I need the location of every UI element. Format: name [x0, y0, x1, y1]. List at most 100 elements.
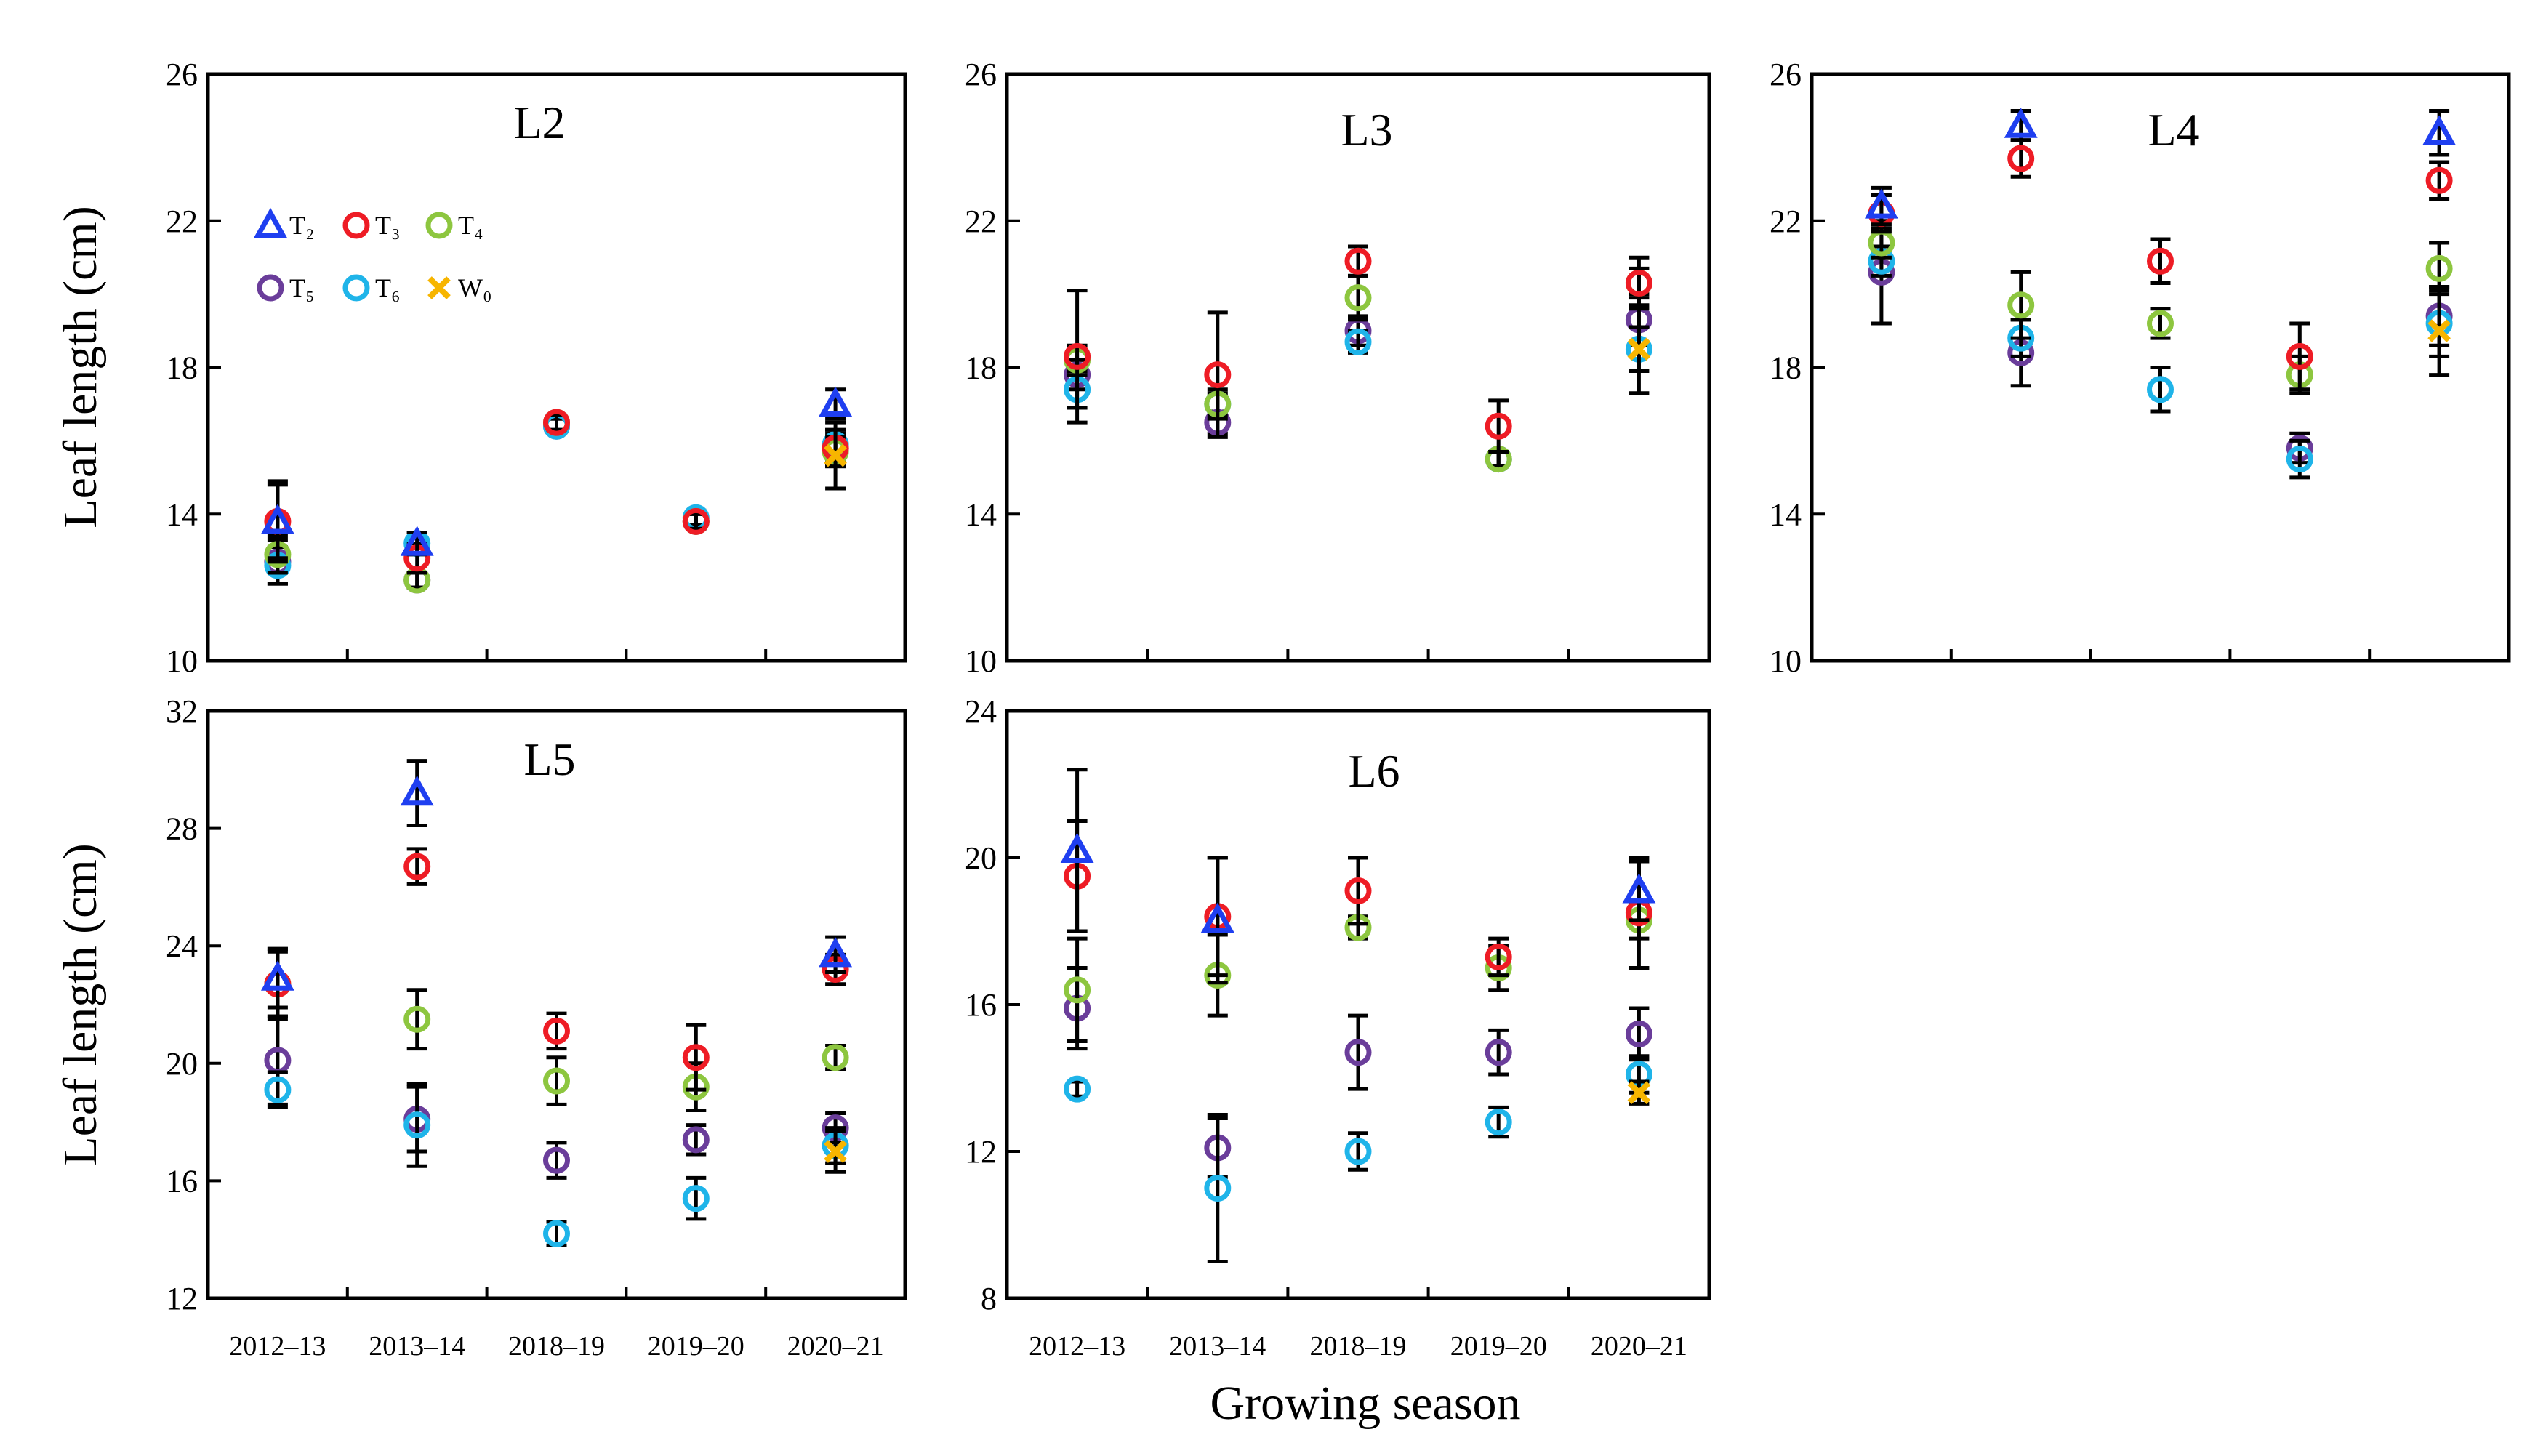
- panel-l3-title: L3: [1341, 104, 1392, 156]
- l6-xtick-label-3: 2019–20: [1450, 1331, 1547, 1362]
- l6-xtick-label-4: 2020–21: [1591, 1331, 1687, 1362]
- l3-point-t3-1: [1204, 361, 1232, 389]
- l4-ytick-label-1: 14: [1770, 496, 1802, 532]
- l3-errorbar-t3-4: [1629, 255, 1650, 311]
- panel-l6-title: L6: [1348, 745, 1399, 797]
- panel-l2: L2 10 14 18 22 26: [166, 57, 907, 679]
- l6-errorbar-t4-0: [1067, 936, 1088, 1043]
- l5-xtick-label-2: 2018–19: [508, 1331, 605, 1362]
- l4-errorbar-t3-3: [2289, 321, 2310, 392]
- legend: T₂ T₃ T₄ T₅ T₆ W₀: [254, 207, 492, 302]
- y-axis-label-bottom: Leaf length (cm): [54, 843, 107, 1165]
- l6-point-t3-2: [1344, 877, 1372, 904]
- l5-point-t5-2: [543, 1146, 570, 1174]
- l6-errorbar-t5-2: [1348, 1013, 1368, 1091]
- panel-l5-marks: [260, 759, 853, 1247]
- legend-item-t2: T₂: [254, 207, 315, 240]
- l6-point-t5-4: [1625, 1020, 1652, 1047]
- l3-point-t3-4: [1625, 269, 1652, 297]
- legend-label-t6: T₆: [375, 273, 401, 302]
- panel-l6: L6 8 12 16 20 24 2012–13 2013–14 2018–19 2019–20…: [965, 693, 1711, 1362]
- l5-errorbar-t2-0: [267, 946, 288, 1010]
- l5-ytick-label-2: 20: [166, 1046, 198, 1082]
- l5-point-t6-3: [682, 1185, 710, 1212]
- l5-point-t6-2: [543, 1220, 570, 1247]
- l6-xtick-label-0: 2012–13: [1029, 1331, 1125, 1362]
- l3-errorbar-t3-0: [1067, 289, 1088, 425]
- l6-errorbar-t2-1: [1207, 856, 1228, 985]
- l5-point-t2-4: [819, 937, 853, 968]
- l6-point-t6-0: [1064, 1075, 1091, 1103]
- l5-point-t2-1: [400, 775, 434, 806]
- panel-l3: L3 10 14 18 22 26: [965, 57, 1711, 679]
- l4-errorbar-t3-2: [2150, 237, 2171, 285]
- l4-point-w0-4: [2427, 319, 2451, 342]
- l6-point-t6-2: [1344, 1138, 1372, 1165]
- panel-l5-frame: [206, 709, 907, 1300]
- l4-point-t3-2: [2147, 247, 2174, 275]
- l6-point-t6-3: [1485, 1109, 1512, 1136]
- l2-ytick-label-3: 22: [166, 204, 198, 239]
- l6-errorbar-t2-0: [1067, 768, 1088, 933]
- l5-errorbar-t3-3: [686, 1023, 707, 1092]
- l5-errorbar-t6-1: [406, 1082, 427, 1168]
- l6-point-t2-1: [1200, 902, 1234, 933]
- legend-marker-t3: [342, 212, 370, 239]
- legend-item-t3: T₃: [342, 211, 401, 240]
- legend-item-t6: T₆: [342, 273, 401, 302]
- l5-errorbar-t6-3: [686, 1175, 707, 1221]
- l5-point-t3-3: [682, 1044, 710, 1071]
- l5-xtick-label-3: 2019–20: [648, 1331, 744, 1362]
- l6-ytick-label-1: 12: [965, 1134, 997, 1170]
- l5-errorbar-t2-1: [406, 759, 427, 828]
- l4-point-t2-0: [1864, 188, 1898, 219]
- legend-marker-t2: [254, 207, 287, 238]
- panel-l4-title: L4: [2148, 104, 2199, 156]
- l5-xtick-label-0: 2012–13: [229, 1331, 326, 1362]
- l6-point-t6-1: [1204, 1175, 1232, 1202]
- x-axis-label: Growing season: [1210, 1377, 1520, 1430]
- l4-errorbar-t6-2: [2150, 366, 2171, 414]
- l2-ytick-label-0: 10: [166, 643, 198, 679]
- l5-point-t4-2: [543, 1067, 570, 1095]
- l2-ytick-label-2: 18: [166, 350, 198, 386]
- l4-errorbar-t4-1: [2010, 270, 2031, 340]
- l6-point-t5-2: [1344, 1039, 1372, 1066]
- l3-point-t3-3: [1485, 412, 1512, 440]
- l3-point-t6-2: [1344, 328, 1372, 355]
- l5-ytick-label-5: 32: [166, 693, 198, 729]
- panel-l5-title: L5: [523, 733, 575, 785]
- panel-l5: L5 12 16 20 24 28 32 2012–13 2013–14 2018–19 2019…: [166, 693, 907, 1362]
- legend-label-t3: T₃: [375, 211, 401, 240]
- l4-point-t2-4: [2422, 115, 2457, 145]
- panel-l2-ticks: 10 14 18 22 26: [166, 57, 768, 679]
- legend-marker-t6: [342, 274, 370, 302]
- l3-ytick-label-0: 10: [965, 643, 997, 679]
- l5-point-t3-2: [543, 1017, 570, 1045]
- panel-l2-frame: [206, 72, 907, 663]
- l3-point-t4-2: [1344, 284, 1372, 312]
- l6-xtick-label-1: 2013–14: [1169, 1331, 1266, 1362]
- panel-l6-frame: [1005, 709, 1711, 1300]
- l6-point-t2-4: [1622, 873, 1656, 904]
- l5-point-t3-1: [403, 853, 431, 880]
- panel-l5-ticks: 12 16 20 24 28 32 2012–13 2013–14 2018–19 2019–20…: [166, 693, 884, 1362]
- l3-point-t3-2: [1344, 247, 1372, 275]
- l6-ytick-label-2: 16: [965, 987, 997, 1023]
- legend-label-t4: T₄: [458, 211, 483, 240]
- l4-ytick-label-2: 18: [1770, 350, 1802, 386]
- l3-point-t3-0: [1064, 342, 1091, 370]
- l6-errorbar-t3-2: [1348, 856, 1368, 926]
- panel-l3-frame: [1005, 72, 1711, 663]
- panel-l4: L4 10 14 18 22 26: [1770, 57, 2511, 679]
- panel-l6-ticks: 8 12 16 20 24 2012–13 2013–14 2018–19 2019–20 202…: [965, 693, 1687, 1362]
- l2-point-t2-4: [819, 386, 853, 417]
- legend-marker-t4: [425, 212, 453, 239]
- l6-point-t4-0: [1064, 976, 1091, 1004]
- l4-point-t2-1: [2004, 108, 2038, 138]
- l6-errorbar-t2-4: [1629, 859, 1650, 922]
- l3-errorbar-t4-2: [1348, 273, 1368, 322]
- legend-item-w0: W₀: [427, 273, 492, 302]
- l3-errorbar-t3-1: [1207, 310, 1228, 439]
